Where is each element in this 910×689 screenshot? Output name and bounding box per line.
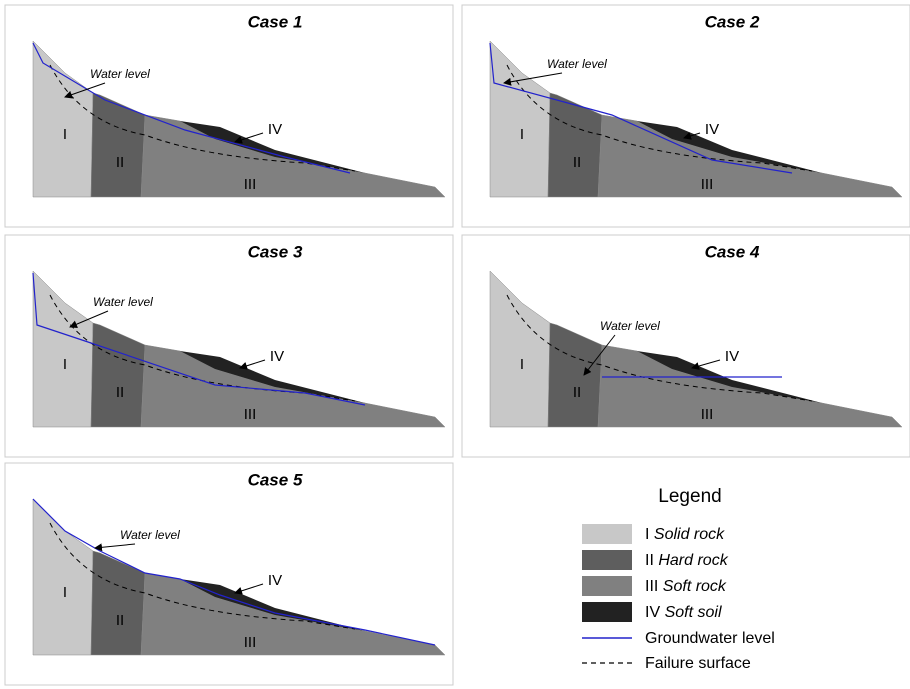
swatch bbox=[582, 524, 632, 544]
swatch bbox=[582, 602, 632, 622]
panel-title: Case 4 bbox=[705, 242, 760, 261]
zone-label: II bbox=[573, 384, 581, 401]
legend-label: I Solid rock bbox=[645, 526, 725, 543]
zone-label: I bbox=[63, 584, 67, 601]
zone-label: IV bbox=[725, 348, 739, 365]
zone-label: I bbox=[63, 356, 67, 373]
zone-label: IV bbox=[268, 121, 282, 138]
zone-label: III bbox=[244, 634, 257, 651]
zone-label: II bbox=[573, 154, 581, 171]
zone-label: IV bbox=[270, 348, 284, 365]
zone-label: I bbox=[520, 356, 524, 373]
figure: Legend I Solid rock II Hard rock III Sof… bbox=[0, 0, 910, 689]
legend-label: IV Soft soil bbox=[645, 604, 722, 621]
panel-title: Case 3 bbox=[248, 242, 303, 261]
legend-label: Groundwater level bbox=[645, 630, 775, 647]
water-label: Water level bbox=[120, 528, 180, 542]
zone-label: III bbox=[701, 406, 714, 423]
zone-label: II bbox=[116, 612, 124, 629]
legend-label: II Hard rock bbox=[645, 552, 729, 569]
zone-label: II bbox=[116, 384, 124, 401]
panel-title: Case 1 bbox=[248, 12, 303, 31]
zone-label: I bbox=[63, 126, 67, 143]
water-label: Water level bbox=[600, 319, 660, 333]
swatch bbox=[582, 576, 632, 596]
zone-label: IV bbox=[705, 121, 719, 138]
swatch bbox=[582, 550, 632, 570]
zone-label: III bbox=[244, 176, 257, 193]
zone-label: III bbox=[244, 406, 257, 423]
zone-label: III bbox=[701, 176, 714, 193]
water-label: Water level bbox=[547, 57, 607, 71]
panel-title: Case 5 bbox=[248, 470, 303, 489]
zone-label: II bbox=[116, 154, 124, 171]
zone-label: IV bbox=[268, 572, 282, 589]
water-label: Water level bbox=[90, 67, 150, 81]
legend-title: Legend bbox=[658, 486, 721, 507]
zone-label: I bbox=[520, 126, 524, 143]
panel-title: Case 2 bbox=[705, 12, 760, 31]
water-label: Water level bbox=[93, 295, 153, 309]
legend-label: Failure surface bbox=[645, 655, 751, 672]
legend-label: III Soft rock bbox=[645, 578, 727, 595]
